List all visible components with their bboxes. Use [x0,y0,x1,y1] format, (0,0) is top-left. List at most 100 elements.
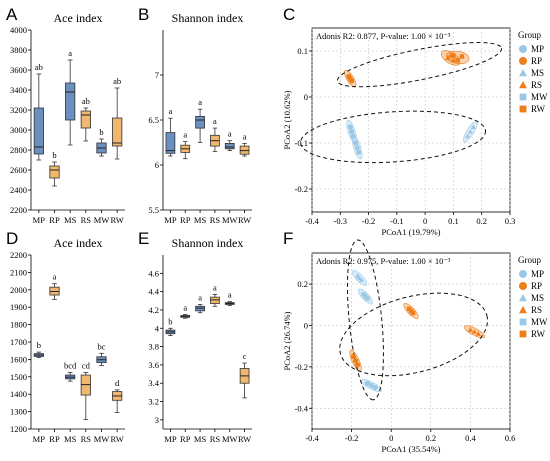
y-tick-label: -0.2 [295,184,308,194]
point-rp [354,362,361,368]
y-tick-label: 1200 [10,424,27,434]
x-tick-label: RW [238,215,251,225]
point-rs [445,55,451,60]
y-tick-label: 1600 [10,354,27,364]
significance-letter: a [213,282,217,292]
y-tick-label: 6 [155,160,159,170]
significance-letter: a [183,130,187,140]
panel-letter: D [6,229,18,248]
y-tick-label: 1500 [10,372,27,382]
legend-label: MS [531,293,544,303]
cluster-ellipse [339,292,489,377]
legend-label: RW [531,104,546,114]
point-mw [355,145,360,150]
panel-letter: E [138,229,149,248]
y-tick-label: 2800 [10,145,27,155]
x-tick-label: 0.2 [425,433,436,443]
y-tick-label: 1700 [10,337,27,347]
point-ms [464,133,471,139]
panel-title: Ace index [54,11,103,25]
significance-letter: cd [82,360,91,370]
point-rs [475,331,481,336]
x-tick-label: -0.3 [334,216,347,226]
y-tick-label: 0 [304,320,308,330]
x-tick-label: 0 [389,433,393,443]
adonis-note: Adonis R2: 0.877, P-value: 1.00 × 10⁻³ [316,31,451,41]
box [112,117,123,147]
y-tick-label: 5.5 [148,205,159,215]
y-tick-label: 3.6 [148,360,159,370]
legend-marker-mw [519,93,527,101]
x-tick-label: MP [164,215,177,225]
point-mw [365,296,370,301]
legend-title: Group [518,255,541,265]
cluster-ellipse [336,42,503,88]
point-ms [470,124,476,129]
panel-letter: A [6,5,18,24]
x-tick-label: -0.4 [305,433,319,443]
box [49,165,60,179]
legend-label: RS [531,305,542,315]
panel-c: C -0.4 -0.3 -0.2 -0.1 0 0.1 0.2 0.3 -0.2 -0.1 0 0.1 A… [282,5,548,237]
point-mp [364,380,371,387]
x-tick-label: RW [111,434,124,444]
significance-letter: bcd [64,360,77,370]
point-mp [350,133,356,139]
y-tick-label: 2600 [10,165,27,175]
legend-label: RS [531,80,542,90]
legend-marker-ms [519,69,527,77]
cluster-ellipse [346,239,384,401]
y-tick-label: 3400 [10,85,27,95]
x-tick-label: RP [180,215,191,225]
legend-marker-rp [519,57,527,65]
x-tick-label: RP [49,215,60,225]
legend-marker-rw [519,105,527,113]
x-tick-label: MW [94,434,110,444]
box [33,107,44,155]
plot-frame [311,252,511,430]
x-tick-label: RW [238,434,251,444]
legend-marker-ms [519,294,527,302]
point-rs [467,327,473,332]
panel-e: E Shannon index 3 3.2 3.4 3.6 3.8 4 4.2 4.4 4.6 MP b… [138,229,252,444]
y-tick-label: 0.2 [297,279,308,289]
y-tick-label: 2000 [10,285,27,295]
box [165,132,176,154]
panel-title: Shannon index [172,11,244,25]
point-mp [368,382,374,389]
panel-d: D Ace index 1200 1300 1400 1500 1600 1700 1800 19… [6,229,125,444]
y-tick-label: 3.4 [148,378,159,388]
y-tick-label: -0.1 [295,138,308,148]
x-axis-label: PCoA1 (35.54%) [381,444,440,454]
x-tick-label: 0.3 [505,216,516,226]
y-tick-label: -0.2 [295,362,308,372]
y-tick-label: 4000 [10,25,27,35]
legend-label: RW [531,329,546,339]
y-tick-label: 3200 [10,105,27,115]
y-tick-label: 4.6 [148,268,159,278]
point-rs [450,57,457,63]
y-tick-label: 1300 [10,407,27,417]
significance-letter: ab [113,76,121,86]
cluster-ellipse [300,110,487,164]
box [65,82,76,121]
legend-label: MW [531,92,548,102]
x-tick-label: RP [49,434,60,444]
point-mp [372,384,378,391]
legend-label: RP [531,281,542,291]
legend-marker-mp [519,45,527,53]
panel-a: A Ace index 2200 2400 2600 2800 3000 3200 3400 36… [6,5,125,225]
legend-marker-mw [519,318,527,326]
y-tick-label: 2200 [10,205,27,215]
panel-b: B Shannon index 5.5 6 6.5 7 MP a RP a MS a RS a MW a RW a [138,5,252,225]
x-tick-label: -0.2 [362,216,375,226]
y-tick-label: 3800 [10,45,27,55]
significance-letter: b [99,127,103,137]
point-mw [353,140,359,146]
y-tick-label: 2100 [10,267,27,277]
y-tick-label: 0 [304,92,308,102]
y-tick-label: 3 [155,415,159,425]
panel-title: Shannon index [172,236,244,250]
x-tick-label: MS [64,434,77,444]
x-tick-label: MW [222,215,238,225]
